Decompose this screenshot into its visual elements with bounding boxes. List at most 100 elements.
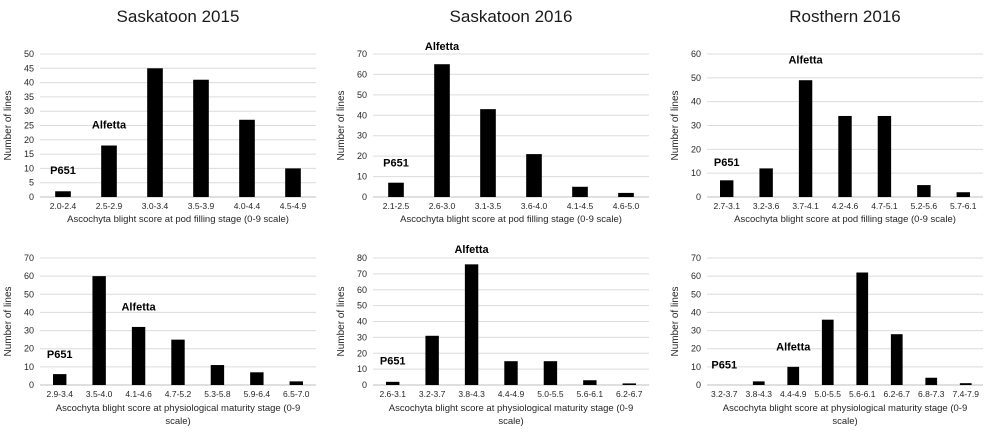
- x-tick-label: 3.2-3.7: [419, 389, 446, 399]
- x-tick-label: 3.8-4.3: [458, 389, 485, 399]
- y-tick-label: 80: [357, 253, 367, 263]
- y-tick-label: 20: [24, 135, 34, 145]
- bar: [959, 383, 972, 385]
- x-tick-label: 4.4-4.9: [498, 389, 525, 399]
- bar: [798, 80, 813, 197]
- bar: [131, 326, 146, 385]
- x-tick-label: 3.1-3.5: [475, 201, 502, 211]
- x-tick-label: 3.0-3.4: [142, 201, 169, 211]
- y-tick-label: 0: [696, 192, 701, 202]
- x-tick-label: 3.5-4.0: [86, 389, 113, 399]
- x-tick-label: 4.4-4.9: [780, 389, 807, 399]
- x-tick-label: 5.9-6.4: [244, 389, 271, 399]
- x-tick-label: 4.2-4.6: [832, 201, 859, 211]
- bar: [759, 168, 773, 197]
- y-axis-title: Number of lines: [336, 90, 347, 160]
- y-tick-label: 0: [29, 380, 34, 390]
- chart-cell-saskatoon-2016-pod-filling: 0 10 20 30 40 50 60 70 2.1-2.5 2.6-3.0 3.1-3.5 3.6-…: [333, 0, 667, 230]
- annotation-p651: P651: [383, 157, 409, 169]
- y-tick-label: 20: [691, 144, 701, 154]
- bar: [917, 185, 931, 197]
- bar: [250, 372, 264, 385]
- x-axis-title: Ascochyta blight score at pod filling st…: [67, 214, 289, 225]
- y-tick-label: 20: [24, 344, 34, 354]
- y-tick-label: 25: [24, 121, 34, 131]
- x-axis-title: scale): [832, 416, 857, 427]
- y-tick-label: 40: [691, 307, 701, 317]
- y-tick-label: 5: [29, 178, 34, 188]
- annotation-alfetta: Alfetta: [121, 302, 156, 314]
- y-tick-label: 60: [24, 271, 34, 281]
- y-tick-label: 20: [357, 348, 367, 358]
- x-tick-label: 4.1-4.5: [567, 201, 594, 211]
- x-tick-label: 4.5-4.9: [280, 201, 307, 211]
- y-axis-title: Number of lines: [336, 286, 347, 356]
- bar: [821, 319, 834, 385]
- annotation-alfetta: Alfetta: [425, 41, 460, 53]
- x-tick-label: 5.7-6.1: [950, 201, 977, 211]
- x-tick-label: 3.2-3.7: [711, 389, 738, 399]
- bar: [289, 381, 303, 385]
- bar: [838, 115, 852, 197]
- y-tick-label: 30: [24, 106, 34, 116]
- chart-title: Saskatoon 2016: [450, 7, 573, 26]
- x-tick-label: 5.0-5.5: [537, 389, 564, 399]
- bar: [92, 276, 106, 385]
- x-tick-label: 2.7-3.1: [713, 201, 740, 211]
- bar: [388, 182, 404, 197]
- bar: [101, 145, 117, 197]
- annotation-p651: P651: [380, 355, 406, 367]
- y-tick-label: 40: [357, 317, 367, 327]
- x-tick-label: 6.2-6.7: [616, 389, 643, 399]
- y-tick-label: 30: [357, 332, 367, 342]
- annotation-alfetta: Alfetta: [776, 342, 811, 354]
- bar: [425, 335, 439, 385]
- x-tick-label: 2.0-2.4: [50, 201, 77, 211]
- x-tick-label: 3.8-4.3: [746, 389, 773, 399]
- bar: [53, 374, 67, 385]
- x-tick-label: 5.6-6.1: [577, 389, 604, 399]
- y-tick-label: 60: [357, 69, 367, 79]
- y-tick-label: 50: [24, 49, 34, 59]
- chart-cell-saskatoon-2015-physiological-maturity: 0 10 20 30 40 50 60 70 2.9-3.4 3.5-4.0 4.1-4.6 4.7-…: [0, 230, 333, 435]
- x-axis-title: Ascochyta blight score at physiological …: [389, 403, 633, 414]
- x-tick-label: 6.2-6.7: [884, 389, 911, 399]
- bar: [210, 365, 225, 385]
- x-tick-label: 2.9-3.4: [46, 389, 73, 399]
- y-tick-label: 50: [357, 301, 367, 311]
- chart-saskatoon-2016-physiological-maturity: 0 10 20 30 40 50 60 70 80 2.6-3.1 3.2-3.7 3.8-4.3 4.…: [336, 244, 649, 427]
- x-tick-label: 7.4-7.9: [953, 389, 980, 399]
- y-tick-label: 60: [357, 285, 367, 295]
- y-axis-title: Number of lines: [670, 90, 681, 160]
- y-tick-label: 50: [24, 289, 34, 299]
- bar: [720, 180, 734, 197]
- bar: [583, 380, 597, 385]
- y-tick-label: 30: [357, 131, 367, 141]
- annotation-alfetta: Alfetta: [788, 55, 823, 67]
- y-tick-label: 10: [24, 163, 34, 173]
- y-tick-label: 10: [357, 364, 367, 374]
- x-tick-label: 2.5-2.9: [96, 201, 123, 211]
- y-tick-label: 0: [696, 380, 701, 390]
- bar: [787, 366, 800, 385]
- annotation-p651: P651: [47, 349, 73, 361]
- y-tick-label: 50: [691, 289, 701, 299]
- x-tick-label: 6.5-7.0: [283, 389, 310, 399]
- bar: [856, 272, 869, 385]
- bar: [504, 361, 518, 385]
- y-tick-label: 70: [357, 49, 367, 59]
- x-tick-label: 3.6-4.0: [521, 201, 548, 211]
- y-tick-label: 50: [357, 90, 367, 100]
- x-tick-label: 5.0-5.5: [815, 389, 842, 399]
- bar: [752, 381, 765, 385]
- bar: [543, 361, 558, 385]
- y-tick-label: 10: [691, 362, 701, 372]
- y-tick-label: 30: [691, 121, 701, 131]
- x-axis-title: Ascochyta blight score at pod filling st…: [734, 214, 956, 225]
- bar: [480, 109, 496, 197]
- bar: [572, 186, 588, 197]
- x-axis-title: scale): [498, 416, 523, 427]
- y-tick-label: 10: [24, 362, 34, 372]
